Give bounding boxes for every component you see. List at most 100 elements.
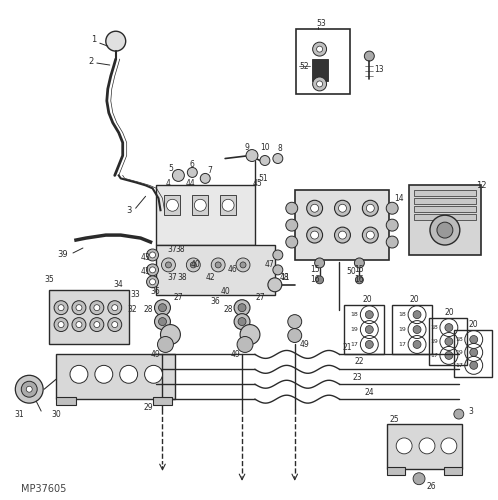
Bar	[409, 186, 481, 255]
Circle shape	[112, 304, 118, 310]
Circle shape	[365, 51, 374, 61]
Text: 51: 51	[258, 174, 268, 183]
Circle shape	[90, 318, 104, 332]
Bar	[414, 214, 476, 220]
Text: 14: 14	[394, 194, 404, 203]
Text: 46: 46	[227, 266, 237, 274]
Circle shape	[246, 150, 258, 162]
Circle shape	[386, 219, 398, 231]
Text: 4: 4	[165, 179, 170, 188]
Text: 23: 23	[353, 373, 362, 382]
Circle shape	[396, 438, 412, 454]
Circle shape	[386, 236, 398, 248]
Circle shape	[190, 262, 196, 268]
Bar	[49, 290, 128, 344]
Text: MP37605: MP37605	[21, 484, 67, 494]
Circle shape	[238, 318, 246, 326]
Circle shape	[366, 340, 374, 348]
Circle shape	[54, 318, 68, 332]
Text: 9: 9	[245, 143, 249, 152]
Circle shape	[317, 81, 323, 87]
Text: 20: 20	[363, 295, 372, 304]
Text: 6: 6	[190, 160, 195, 169]
Bar	[152, 397, 172, 405]
Bar	[295, 190, 389, 260]
Text: 50: 50	[347, 268, 356, 276]
Bar	[345, 304, 384, 354]
Circle shape	[413, 310, 421, 318]
Bar	[444, 467, 462, 474]
Circle shape	[430, 215, 460, 245]
Circle shape	[200, 174, 210, 184]
Circle shape	[234, 300, 250, 316]
Text: 52: 52	[300, 62, 309, 70]
Text: 38: 38	[178, 274, 187, 282]
Text: 32: 32	[128, 305, 137, 314]
Circle shape	[149, 267, 155, 273]
Text: 49: 49	[300, 340, 310, 349]
Text: 27: 27	[174, 293, 183, 302]
Bar	[454, 330, 492, 378]
Circle shape	[273, 265, 283, 275]
Text: 16: 16	[310, 276, 319, 284]
Circle shape	[313, 42, 327, 56]
Text: 34: 34	[114, 280, 124, 289]
Text: 44: 44	[185, 179, 195, 188]
Text: 18: 18	[351, 312, 358, 317]
Circle shape	[160, 324, 180, 344]
Bar	[296, 29, 351, 94]
Circle shape	[106, 31, 125, 51]
Text: 28: 28	[224, 305, 233, 314]
Circle shape	[236, 258, 250, 272]
Text: 19: 19	[455, 350, 463, 355]
Text: 29: 29	[144, 402, 153, 411]
Circle shape	[146, 249, 158, 261]
Circle shape	[470, 362, 478, 370]
Circle shape	[288, 314, 302, 328]
Circle shape	[158, 318, 166, 326]
Circle shape	[26, 386, 32, 392]
Circle shape	[445, 352, 453, 360]
Text: 24: 24	[365, 388, 374, 396]
Bar	[155, 186, 255, 245]
Bar	[312, 59, 328, 81]
Text: 3: 3	[468, 406, 473, 416]
Text: 17: 17	[398, 342, 406, 347]
Circle shape	[108, 300, 122, 314]
Circle shape	[355, 258, 365, 268]
Circle shape	[154, 300, 170, 316]
Circle shape	[165, 262, 171, 268]
Text: 25: 25	[389, 414, 399, 424]
Circle shape	[211, 258, 225, 272]
Circle shape	[307, 227, 323, 243]
Circle shape	[367, 204, 374, 212]
Text: 10: 10	[260, 143, 270, 152]
Circle shape	[234, 314, 250, 330]
Text: 53: 53	[317, 19, 327, 28]
Circle shape	[108, 318, 122, 332]
Circle shape	[149, 279, 155, 285]
Text: 36: 36	[151, 288, 160, 296]
Circle shape	[15, 376, 43, 403]
Text: 7: 7	[208, 166, 213, 175]
Text: 20: 20	[444, 308, 454, 317]
Bar	[392, 304, 432, 354]
Circle shape	[316, 276, 324, 284]
Circle shape	[286, 202, 298, 214]
Text: 11: 11	[280, 274, 289, 282]
Text: 16: 16	[355, 276, 364, 284]
Circle shape	[356, 276, 364, 284]
Bar	[220, 196, 236, 215]
Circle shape	[237, 336, 253, 352]
Circle shape	[58, 322, 64, 328]
Circle shape	[21, 382, 37, 397]
Text: 2: 2	[88, 56, 94, 66]
Text: 40: 40	[190, 260, 200, 270]
Circle shape	[313, 77, 327, 91]
Bar	[387, 424, 462, 469]
Circle shape	[172, 170, 184, 181]
Circle shape	[286, 219, 298, 231]
Circle shape	[95, 366, 113, 384]
Circle shape	[149, 252, 155, 258]
Circle shape	[157, 336, 173, 352]
